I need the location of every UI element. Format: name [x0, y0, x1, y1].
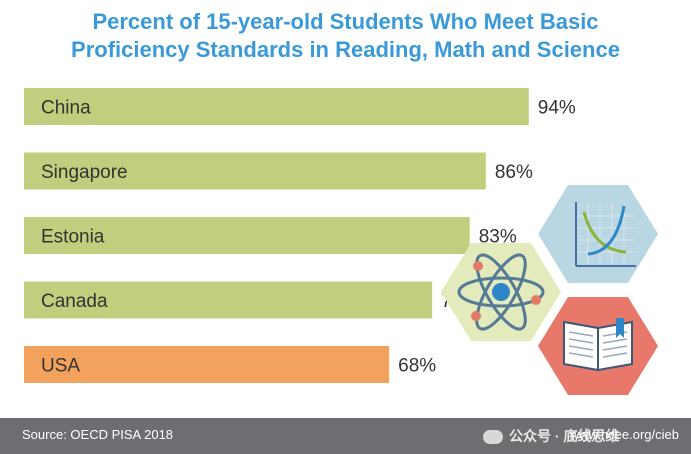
value-label-singapore: 86%: [495, 162, 533, 183]
bar-china: [24, 88, 529, 125]
open-book-icon: [538, 297, 658, 395]
bar-chart: China94%Singapore86%Estonia83%Canada76%U…: [24, 88, 576, 383]
chart-title-line-1: Percent of 15-year-old Students Who Meet…: [92, 9, 599, 34]
wechat-icon: [483, 430, 503, 445]
value-label-usa: 68%: [398, 356, 436, 377]
category-label-canada: Canada: [41, 291, 108, 312]
chart-title: Percent of 15-year-old Students Who Meet…: [0, 8, 691, 64]
watermark: 公众号 · 底线思维: [483, 426, 619, 446]
atom-icon: [441, 243, 561, 341]
category-label-estonia: Estonia: [41, 227, 105, 248]
source-note: Source: OECD PISA 2018: [22, 427, 174, 442]
bar-usa: [24, 346, 390, 383]
category-label-china: China: [41, 98, 91, 119]
bar-estonia: [24, 217, 470, 254]
footer-bar: Source: OECD PISA 2018 公众号 · 底线思维 www.nc…: [0, 418, 691, 454]
chart-title-line-2: Proficiency Standards in Reading, Math a…: [71, 37, 620, 62]
watermark-text: 公众号 · 底线思维: [509, 428, 620, 444]
subject-icons: [441, 185, 658, 395]
value-label-estonia: 83%: [479, 227, 517, 248]
category-label-singapore: Singapore: [41, 162, 128, 183]
site-url: www.ncee.org/cieb: [569, 427, 679, 442]
value-label-china: 94%: [538, 98, 576, 119]
bar-canada: [24, 281, 433, 319]
graph-icon: [538, 185, 658, 283]
category-label-usa: USA: [41, 356, 80, 377]
bar-singapore: [24, 152, 486, 190]
